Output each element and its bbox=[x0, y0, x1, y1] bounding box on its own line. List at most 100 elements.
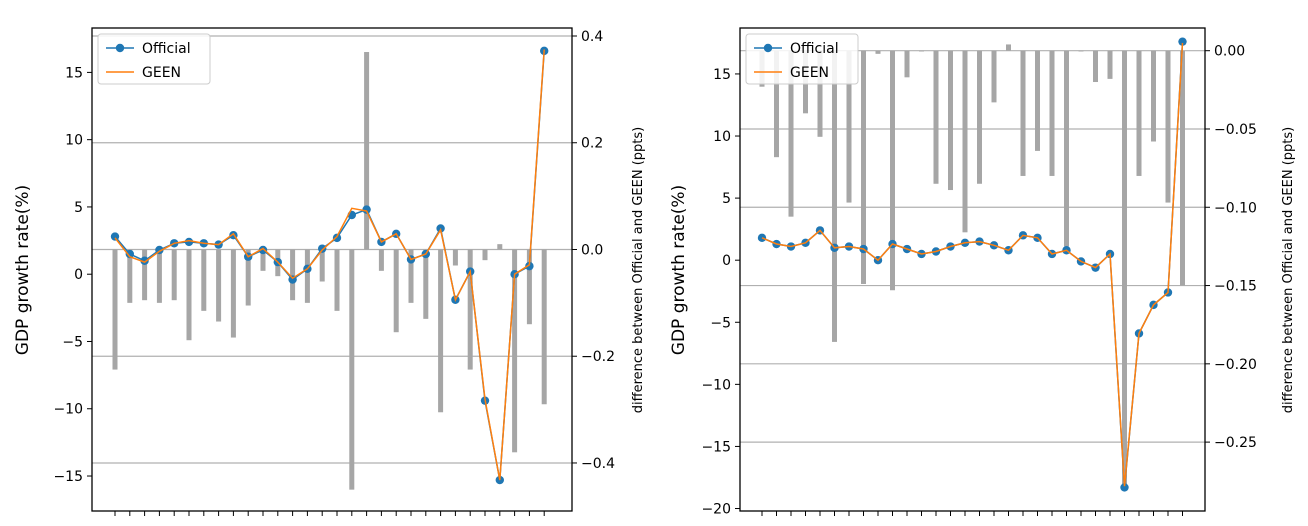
difference-bar bbox=[933, 50, 939, 184]
difference-bar bbox=[112, 249, 118, 370]
difference-bar bbox=[512, 249, 518, 453]
official-point bbox=[184, 237, 194, 247]
difference-bar bbox=[1180, 50, 1185, 286]
difference-bar bbox=[875, 50, 881, 54]
difference-bar bbox=[290, 249, 296, 301]
official-line bbox=[114, 50, 545, 481]
difference-bar bbox=[1151, 50, 1156, 142]
official-point bbox=[125, 249, 134, 259]
difference-bar bbox=[334, 249, 340, 311]
official-point bbox=[110, 232, 120, 241]
y-tick-label: −10 bbox=[701, 377, 731, 393]
y2-tick-label: 0.4 bbox=[581, 29, 603, 45]
difference-bar bbox=[1107, 50, 1113, 79]
difference-bar bbox=[846, 50, 852, 203]
y2-axis-label: difference between Official and GEEN (pp… bbox=[1281, 127, 1296, 413]
difference-bar bbox=[467, 249, 473, 370]
difference-bar bbox=[962, 50, 968, 233]
difference-bar bbox=[788, 50, 794, 217]
official-point bbox=[1120, 483, 1129, 492]
difference-bar bbox=[378, 249, 384, 271]
official-point bbox=[525, 261, 534, 271]
axes-frame bbox=[739, 27, 1206, 512]
difference-bar bbox=[171, 249, 177, 301]
difference-bar bbox=[408, 249, 414, 303]
legend-geen-label: GEEN bbox=[142, 65, 181, 81]
y2-axis-label: difference between Official and GEEN (pp… bbox=[631, 127, 646, 413]
y2-tick-label: 0.2 bbox=[581, 136, 603, 152]
y2-tick-label: 0.0 bbox=[581, 242, 603, 258]
difference-bar bbox=[156, 249, 162, 303]
y-tick-label: 10 bbox=[713, 129, 731, 145]
difference-bar bbox=[349, 249, 355, 490]
y-tick-label: 0 bbox=[722, 253, 731, 269]
difference-bar bbox=[919, 50, 924, 52]
difference-bar bbox=[817, 50, 823, 137]
y2-tick-label: 0.00 bbox=[1214, 44, 1245, 60]
official-point bbox=[1178, 37, 1187, 46]
difference-bar bbox=[393, 249, 399, 333]
difference-bar bbox=[1020, 50, 1026, 176]
geen-line bbox=[761, 42, 1184, 487]
difference-bar bbox=[904, 50, 910, 78]
y-tick-label: −10 bbox=[53, 402, 83, 418]
difference-bar bbox=[1035, 50, 1040, 151]
difference-bar bbox=[1006, 44, 1011, 51]
legend: Official GEEN bbox=[97, 33, 211, 85]
difference-bar bbox=[1093, 50, 1098, 83]
official-point bbox=[318, 244, 327, 253]
difference-bar bbox=[861, 50, 866, 284]
difference-bar bbox=[1049, 50, 1055, 176]
difference-bar bbox=[497, 244, 503, 250]
y-axis-label: GDP growth rate(%) bbox=[13, 185, 33, 355]
difference-bar bbox=[127, 249, 133, 303]
difference-bar bbox=[186, 249, 192, 341]
difference-bar bbox=[991, 50, 997, 103]
geen-line bbox=[114, 49, 545, 481]
difference-bar bbox=[319, 249, 325, 282]
difference-bar bbox=[1122, 50, 1127, 488]
axes-frame bbox=[91, 27, 573, 512]
difference-bar bbox=[541, 249, 547, 405]
y-tick-label: −20 bbox=[701, 502, 731, 518]
difference-bar bbox=[452, 249, 458, 266]
y-tick-label: −15 bbox=[701, 439, 731, 455]
y2-tick-label: −0.4 bbox=[581, 456, 615, 472]
difference-bar bbox=[304, 249, 310, 303]
difference-bar bbox=[245, 249, 251, 306]
y2-tick-label: −0.25 bbox=[1214, 435, 1257, 451]
official-point bbox=[332, 233, 342, 243]
difference-bar bbox=[977, 50, 982, 184]
legend-geen-label: GEEN bbox=[790, 65, 829, 81]
difference-bar bbox=[1064, 50, 1069, 247]
difference-bar bbox=[438, 249, 444, 413]
difference-bar bbox=[948, 50, 953, 191]
y-tick-label: −5 bbox=[62, 334, 83, 350]
difference-bar bbox=[482, 249, 488, 261]
difference-bar bbox=[774, 50, 779, 158]
difference-bar bbox=[142, 249, 148, 301]
y-tick-label: −5 bbox=[710, 315, 731, 331]
chart-right: 15 10 5 0 −5 −10 −15 −20 0.00 −0.05 −0.10 −0.15 −0.2… bbox=[669, 27, 1296, 518]
difference-bar bbox=[201, 249, 207, 311]
legend-official-marker bbox=[763, 43, 773, 53]
y2-tick-label: −0.05 bbox=[1214, 122, 1257, 138]
legend-official-marker bbox=[115, 43, 125, 53]
legend: Official GEEN bbox=[745, 33, 859, 85]
official-line bbox=[761, 41, 1184, 488]
official-point bbox=[258, 245, 268, 255]
difference-bar bbox=[1165, 50, 1171, 203]
y-tick-label: 5 bbox=[722, 191, 731, 207]
y-tick-label: 5 bbox=[74, 200, 83, 216]
y-tick-label: 10 bbox=[65, 133, 83, 149]
y2-tick-label: −0.2 bbox=[581, 349, 615, 365]
difference-bar bbox=[216, 249, 222, 322]
difference-bar bbox=[1136, 50, 1142, 176]
difference-bar bbox=[1078, 50, 1084, 52]
y-tick-label: −15 bbox=[53, 469, 83, 485]
official-point bbox=[362, 205, 371, 214]
official-point bbox=[140, 256, 149, 265]
y-tick-label: 0 bbox=[74, 267, 83, 283]
y2-tick-label: −0.20 bbox=[1214, 357, 1257, 373]
